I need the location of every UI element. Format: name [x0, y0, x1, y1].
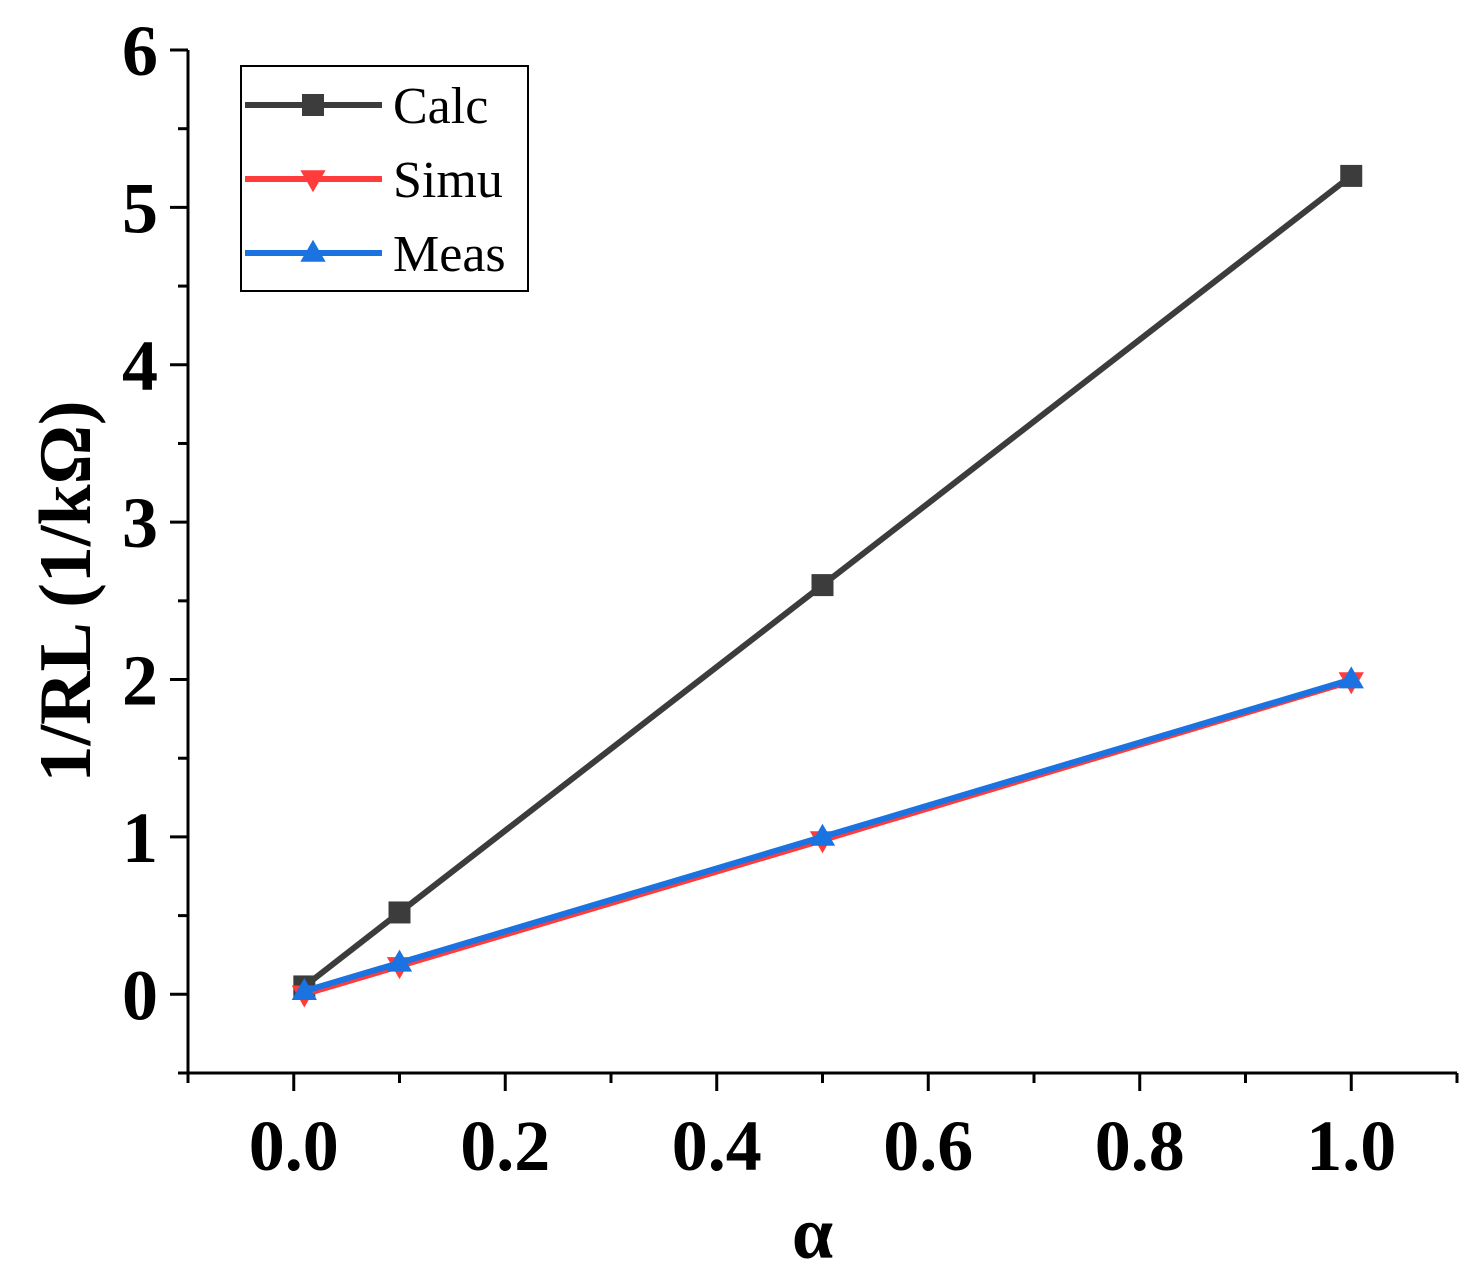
- legend-marker-calc: [302, 94, 324, 116]
- data-point-meas: [291, 977, 317, 1000]
- x-tick-label: 0.2: [460, 1106, 550, 1186]
- y-axis-title: 1/RL (1/kΩ): [25, 400, 107, 782]
- data-point-calc: [811, 574, 834, 597]
- x-tick-label: 0.8: [1095, 1106, 1185, 1186]
- data-point-meas: [809, 823, 836, 846]
- y-tick-label: 4: [122, 326, 158, 406]
- x-tick-label: 0.4: [672, 1106, 762, 1186]
- data-point-meas: [1338, 666, 1364, 689]
- data-point-calc: [388, 901, 411, 924]
- legend-label-meas: Meas: [393, 226, 506, 283]
- x-axis-title: α: [792, 1193, 833, 1274]
- legend: Calc Simu Meas: [240, 65, 529, 292]
- series-layer: [291, 164, 1364, 1008]
- y-tick-label: 5: [122, 168, 158, 248]
- legend-marker-simu: [300, 170, 326, 193]
- y-tick-label: 1: [122, 798, 158, 878]
- legend-label-calc: Calc: [393, 78, 488, 135]
- series-meas: [291, 666, 1364, 1000]
- data-point-calc: [1340, 164, 1363, 187]
- legend-marker-meas: [300, 239, 326, 262]
- x-tick-label: 0.6: [883, 1106, 973, 1186]
- y-tick-label: 0: [122, 955, 158, 1035]
- y-tick-label: 3: [122, 483, 158, 563]
- legend-label-simu: Simu: [393, 152, 503, 209]
- y-tick-label: 2: [122, 641, 158, 721]
- axes: 0 1 2 3 4 5 6 0.0 0.2 0.4 0.6 0.8 1.0 α 1/RL (1/kΩ): [25, 11, 1459, 1274]
- x-tick-label: 0.0: [249, 1106, 339, 1186]
- x-tick-label: 1.0: [1306, 1106, 1396, 1186]
- y-tick-label: 6: [122, 11, 158, 91]
- data-point-meas: [386, 949, 413, 972]
- series-line-meas: [303, 676, 1353, 995]
- series-line-calc: [302, 173, 1354, 989]
